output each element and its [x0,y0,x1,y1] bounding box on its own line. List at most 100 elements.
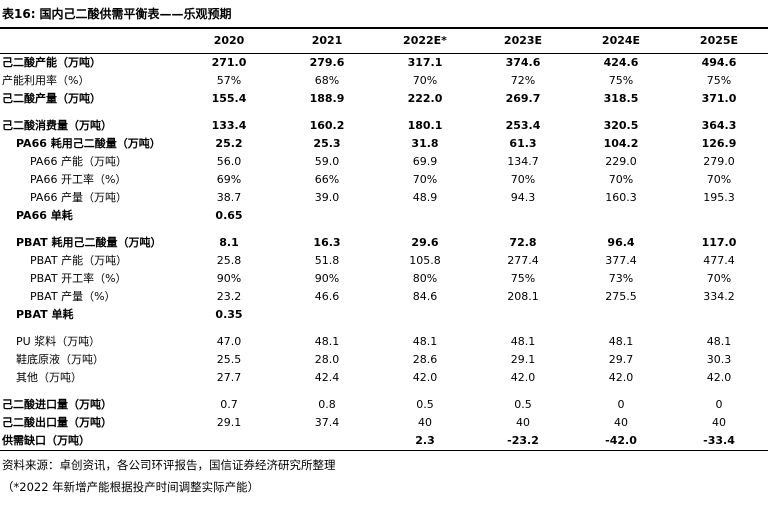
row-label: PA66 耗用己二酸量（万吨） [16,137,161,150]
cell-value: 28.0 [314,353,340,366]
cell-value: 48.9 [412,191,438,204]
cell-value: 374.6 [505,56,541,69]
row-label: PA66 开工率（%） [30,173,127,186]
cell-value: 72% [510,74,536,87]
cell-value: 70% [412,173,438,186]
cell-value [278,207,376,225]
cell-value: 180.1 [407,119,443,132]
cell-value: 105.8 [409,254,441,267]
column-header: 2020 [213,34,245,47]
cell-value: -23.2 [507,434,539,447]
cell-value: 56.0 [216,155,242,168]
row-label: 其他（万吨） [16,371,82,384]
cell-value: 61.3 [509,137,537,150]
cell-value: 66% [314,173,340,186]
cell-value: 59.0 [314,155,340,168]
cell-value: 0.7 [220,398,238,411]
row-label: 鞋底原液（万吨） [16,353,104,366]
cell-value: 0.35 [215,308,243,321]
spacer-cell [0,324,768,333]
row-label: PBAT 产量（%） [30,290,116,303]
table-row: 其他（万吨） 27.7 42.4 42.0 42.0 42.0 42.0 [0,369,768,387]
cell-value: 229.0 [605,155,637,168]
cell-value: 424.6 [603,56,639,69]
cell-value [278,306,376,324]
row-label: PA66 产量（万吨） [30,191,127,204]
table-title-prefix: 表16: [2,7,36,21]
cell-value: 37.4 [314,416,340,429]
table-row: PBAT 耗用己二酸量（万吨） 8.1 16.3 29.6 72.8 96.4 117.0 [0,234,768,252]
table-row: 供需缺口（万吨） 2.3 -23.2 -42.0 -33.4 [0,432,768,450]
header-label-spacer [0,29,180,54]
row-label: PBAT 产能（万吨） [30,254,128,267]
cell-value: 25.5 [216,353,242,366]
cell-value [474,207,572,225]
cell-value [376,306,474,324]
cell-value: 70% [706,173,732,186]
cell-value: 0.5 [514,398,532,411]
cell-value: 69.9 [412,155,438,168]
cell-value: 31.8 [411,137,439,150]
cell-value: 269.7 [505,92,541,105]
row-label: 产能利用率（%） [2,74,90,87]
row-label: 己二酸消费量（万吨） [2,119,112,132]
cell-value: 208.1 [507,290,539,303]
spacer-cell [0,108,768,117]
cell-value: 42.4 [314,371,340,384]
cell-value: 317.1 [407,56,443,69]
cell-value: 188.9 [309,92,345,105]
cell-value: 28.6 [412,353,438,366]
cell-value: 104.2 [603,137,639,150]
cell-value: 47.0 [216,335,242,348]
row-label: PBAT 单耗 [16,308,74,321]
cell-value: 84.6 [412,290,438,303]
column-header: 2025E [699,34,739,47]
cell-value: 0.5 [416,398,434,411]
column-header: 2022E* [403,34,447,47]
cell-value: 133.4 [211,119,247,132]
cell-value: 57% [216,74,242,87]
cell-value: 117.0 [701,236,737,249]
cell-value: 38.7 [216,191,242,204]
cell-value: 222.0 [407,92,443,105]
cell-value: 334.2 [703,290,735,303]
column-header: 2021 [311,34,343,47]
cell-value [572,306,670,324]
cell-value: 29.6 [411,236,439,249]
table-title-text: 国内己二酸供需平衡表——乐观预期 [39,7,232,21]
spacer-row [0,108,768,117]
capacity-footnote: （*2022 年新增产能根据投产时间调整实际产能） [2,480,260,494]
balance-table-body: 己二酸产能（万吨） 271.0 279.6 317.1 374.6 424.6 494.6 产… [0,54,768,451]
column-header: 2023E [503,34,543,47]
cell-value: 40 [712,416,726,429]
cell-value: 48.1 [608,335,634,348]
cell-value: 48.1 [412,335,438,348]
cell-value [376,207,474,225]
table-row: PBAT 产量（%） 23.2 46.6 84.6 208.1 275.5 334.2 [0,288,768,306]
cell-value: 320.5 [603,119,639,132]
row-label: PU 浆料（万吨） [16,335,101,348]
cell-value: 277.4 [507,254,539,267]
table-row: 产能利用率（%） 57% 68% 70% 72% 75% 75% [0,72,768,90]
cell-value: 42.0 [608,371,634,384]
row-label: 己二酸出口量（万吨） [2,416,112,429]
cell-value: -33.4 [703,434,735,447]
cell-value: 126.9 [701,137,737,150]
row-label: PA66 单耗 [16,209,73,222]
cell-value: 195.3 [703,191,735,204]
cell-value: 160.3 [605,191,637,204]
table-row: PA66 产能（万吨） 56.0 59.0 69.9 134.7 229.0 279.0 [0,153,768,171]
table-row: 己二酸进口量（万吨） 0.7 0.8 0.5 0.5 0 0 [0,396,768,414]
row-label: 己二酸进口量（万吨） [2,398,112,411]
cell-value: 377.4 [605,254,637,267]
cell-value: 29.7 [608,353,634,366]
cell-value: 25.8 [216,254,242,267]
cell-value: 30.3 [706,353,732,366]
cell-value: 72.8 [509,236,537,249]
cell-value: 477.4 [703,254,735,267]
cell-value: 134.7 [507,155,539,168]
cell-value: 160.2 [309,119,345,132]
cell-value: 16.3 [313,236,341,249]
header-row: 2020 2021 2022E* 2023E 2024E 2025E [0,29,768,54]
